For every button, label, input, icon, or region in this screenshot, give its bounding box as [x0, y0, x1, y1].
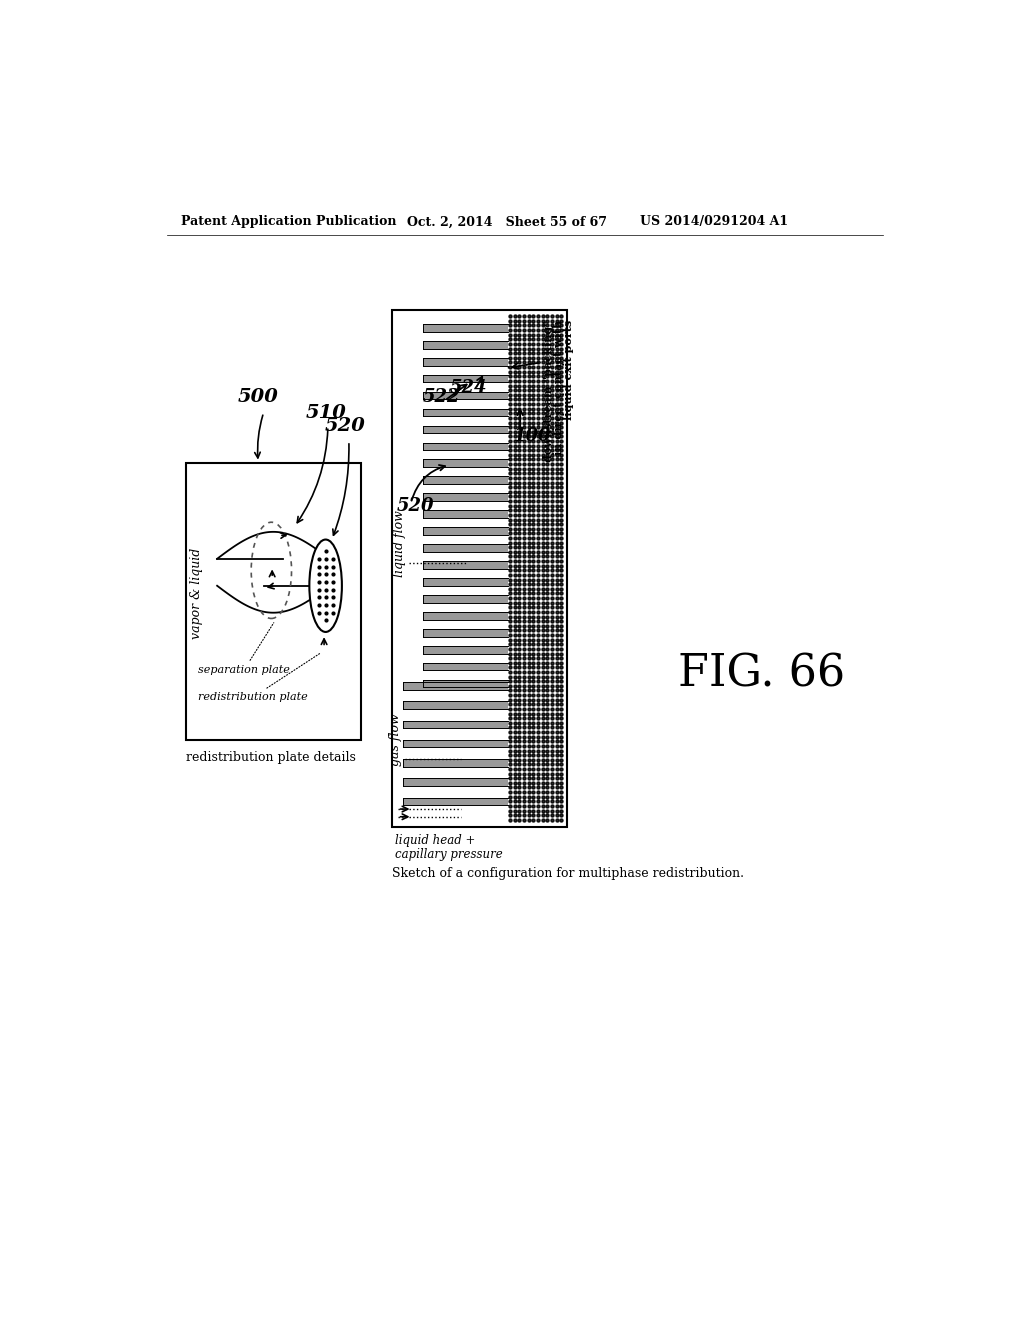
- Bar: [423, 511, 508, 517]
- Bar: [423, 442, 508, 450]
- Bar: [403, 721, 508, 729]
- Text: redistribution plate details: redistribution plate details: [186, 751, 356, 764]
- Bar: [423, 663, 508, 671]
- Text: Patent Application Publication: Patent Application Publication: [180, 215, 396, 228]
- Text: 524: 524: [450, 379, 487, 397]
- Text: redistribution plate: redistribution plate: [198, 652, 321, 702]
- Bar: [423, 459, 508, 467]
- Text: 100: 100: [514, 426, 552, 445]
- Bar: [423, 323, 508, 331]
- Bar: [423, 477, 508, 484]
- Text: vapor & liquid: vapor & liquid: [189, 548, 203, 639]
- Text: 510: 510: [305, 404, 346, 421]
- Bar: [403, 739, 508, 747]
- Bar: [423, 409, 508, 416]
- Bar: [423, 561, 508, 569]
- Text: in direct contact with: in direct contact with: [553, 321, 563, 455]
- Bar: [423, 358, 508, 366]
- Bar: [403, 682, 508, 689]
- Text: Sketch of a configuration for multiphase redistribution.: Sketch of a configuration for multiphase…: [391, 867, 743, 880]
- Text: 522: 522: [423, 388, 460, 407]
- Text: downstream "packing": downstream "packing": [543, 321, 554, 462]
- Text: 500: 500: [238, 388, 279, 407]
- Text: 520: 520: [397, 498, 434, 515]
- Text: liquid flow: liquid flow: [393, 510, 406, 577]
- Bar: [423, 544, 508, 552]
- Text: FIG. 66: FIG. 66: [678, 652, 846, 696]
- Bar: [403, 701, 508, 709]
- Bar: [423, 645, 508, 653]
- Bar: [423, 494, 508, 502]
- Bar: [423, 595, 508, 603]
- Bar: [423, 341, 508, 348]
- Text: Oct. 2, 2014   Sheet 55 of 67: Oct. 2, 2014 Sheet 55 of 67: [407, 215, 607, 228]
- Text: capillary pressure: capillary pressure: [395, 849, 503, 862]
- Bar: [423, 612, 508, 619]
- Bar: [423, 680, 508, 688]
- Text: liquid exit ports: liquid exit ports: [563, 321, 573, 420]
- Bar: [423, 578, 508, 586]
- Bar: [423, 527, 508, 535]
- Bar: [403, 797, 508, 805]
- Bar: [423, 392, 508, 400]
- Bar: [423, 628, 508, 636]
- Bar: [423, 375, 508, 383]
- Bar: [186, 462, 360, 739]
- Ellipse shape: [309, 540, 342, 632]
- Text: liquid head +: liquid head +: [395, 834, 476, 847]
- Bar: [423, 425, 508, 433]
- Text: gas flow: gas flow: [389, 713, 401, 766]
- Text: separation plate: separation plate: [198, 623, 290, 676]
- Text: US 2014/0291204 A1: US 2014/0291204 A1: [640, 215, 787, 228]
- Bar: [391, 310, 567, 826]
- Bar: [403, 779, 508, 785]
- Text: 520: 520: [325, 417, 366, 436]
- Bar: [403, 759, 508, 767]
